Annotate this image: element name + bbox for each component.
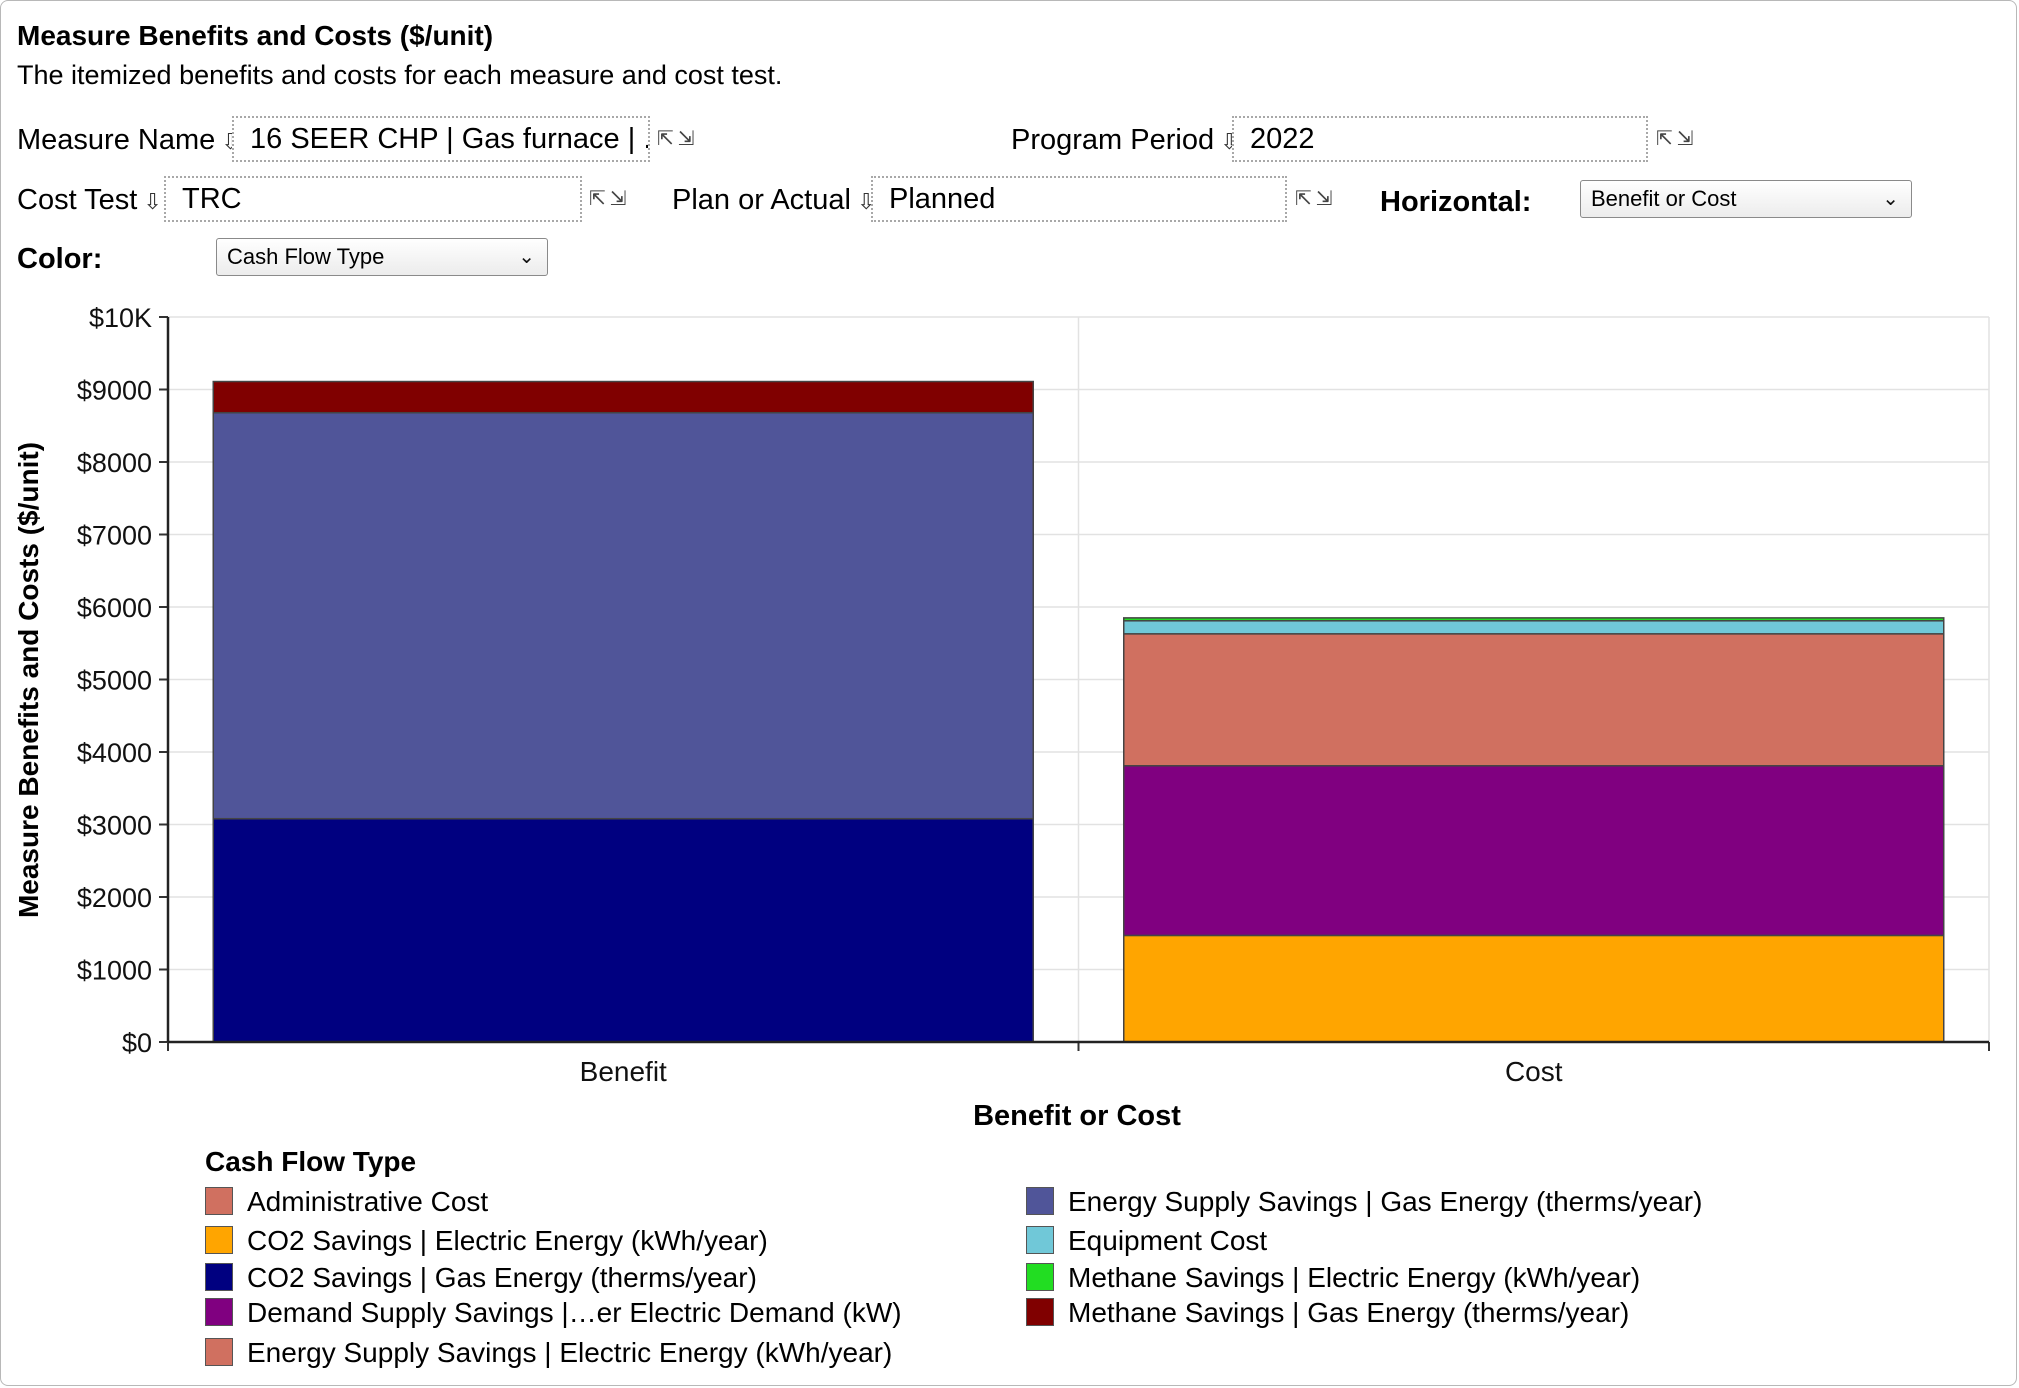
y-tick-label: $9000 (77, 376, 152, 406)
legend-item[interactable]: Equipment Cost (1026, 1226, 1267, 1258)
legend-swatch (1026, 1187, 1054, 1215)
legend-swatch (1026, 1298, 1054, 1326)
chevron-down-icon: ⌄ (518, 246, 535, 268)
legend-swatch (205, 1338, 233, 1366)
x-tick-labels: Benefit Cost (580, 1056, 1563, 1087)
x-axis-label: Benefit or Cost (973, 1100, 1181, 1132)
color-select-value: Cash Flow Type (227, 244, 385, 269)
cost-test-label-text: Cost Test (17, 184, 138, 216)
y-tick-label: $8000 (77, 448, 152, 478)
bar-segment (212, 817, 1034, 1043)
color-label: Color: (17, 243, 103, 275)
bar-segment (1123, 765, 1945, 937)
horizontal-label: Horizontal: (1380, 186, 1532, 218)
plan-or-actual-label-text: Plan or Actual (672, 184, 851, 216)
y-axis-label: Measure Benefits and Costs ($/unit) (13, 442, 44, 918)
y-tick-label: $10K (89, 303, 152, 333)
legend-label: Equipment Cost (1068, 1225, 1268, 1256)
sort-down-arrow-icon[interactable]: ⇩ (856, 189, 876, 214)
y-tick-label: $5000 (77, 666, 152, 696)
legend-swatch (205, 1226, 233, 1254)
legend-swatch (1026, 1263, 1054, 1291)
bar-segment (212, 411, 1034, 820)
legend-label: Methane Savings | Gas Energy (therms/yea… (1068, 1297, 1630, 1328)
bar-segment (1123, 617, 1945, 622)
legend-label: CO2 Savings | Electric Energy (kWh/year) (247, 1225, 768, 1256)
measure-name-field[interactable]: 16 SEER CHP | Gas furnace | ... (232, 116, 650, 162)
bar-segment (1123, 934, 1945, 1043)
legend-label: Demand Supply Savings |…er Electric Dema… (247, 1297, 902, 1328)
measure-name-label-text: Measure Name (17, 124, 216, 156)
legend-item[interactable]: Methane Savings | Electric Energy (kWh/y… (1026, 1263, 1640, 1295)
legend-swatch (205, 1263, 233, 1291)
page-subtitle: The itemized benefits and costs for each… (17, 60, 783, 90)
y-tick-label: $7000 (77, 521, 152, 551)
plan-or-actual-pivot-icons[interactable]: ⇱⇲ (1295, 188, 1337, 210)
y-tick-label: $4000 (77, 738, 152, 768)
stacked-bar-chart: $0 $1000 $2000 $3000 $4000 $5000 $6000 $7000 $80… (13, 303, 1990, 1132)
program-period-field[interactable]: 2022 (1232, 116, 1648, 162)
horizontal-select[interactable]: Benefit or Cost ⌄ (1580, 180, 1912, 218)
legend-label: Administrative Cost (247, 1186, 489, 1217)
legend-item[interactable]: CO2 Savings | Gas Energy (therms/year) (205, 1263, 757, 1295)
plan-or-actual-field[interactable]: Planned (871, 176, 1287, 222)
legend-item[interactable]: Methane Savings | Gas Energy (therms/yea… (1026, 1298, 1629, 1330)
legend-item[interactable]: Energy Supply Savings | Gas Energy (ther… (1026, 1187, 1702, 1219)
program-period-pivot-icons[interactable]: ⇱⇲ (1656, 128, 1698, 150)
chevron-down-icon: ⌄ (1882, 188, 1899, 210)
cost-test-label[interactable]: Cost Test ⇩ (17, 184, 162, 217)
measure-name-pivot-icons[interactable]: ⇱⇲ (657, 128, 699, 150)
legend-item[interactable]: Energy Supply Savings | Electric Energy … (205, 1338, 892, 1370)
legend-swatch (1026, 1226, 1054, 1254)
cost-test-pivot-icons[interactable]: ⇱⇲ (589, 188, 631, 210)
legend-item[interactable]: Administrative Cost (205, 1187, 488, 1219)
bar-segment (1123, 620, 1945, 635)
color-select[interactable]: Cash Flow Type ⌄ (216, 238, 548, 276)
legend-item[interactable]: CO2 Savings | Electric Energy (kWh/year) (205, 1226, 768, 1258)
legend-title: Cash Flow Type (205, 1146, 417, 1177)
y-tick-label: $0 (122, 1028, 152, 1058)
y-tick-label: $1000 (77, 956, 152, 986)
legend-label: Methane Savings | Electric Energy (kWh/y… (1068, 1262, 1641, 1293)
y-tick-label: $3000 (77, 811, 152, 841)
x-tick-label: Benefit (580, 1056, 667, 1087)
page-title: Measure Benefits and Costs ($/unit) (17, 20, 494, 51)
y-tick-label: $6000 (77, 593, 152, 623)
legend-item[interactable]: Demand Supply Savings |…er Electric Dema… (205, 1298, 902, 1330)
bars (212, 380, 1945, 1043)
legend-swatch (205, 1298, 233, 1326)
axes (159, 316, 1990, 1051)
bar-segment (1123, 633, 1945, 767)
y-tick-label: $2000 (77, 883, 152, 913)
legend-label: CO2 Savings | Gas Energy (therms/year) (247, 1262, 757, 1293)
y-tick-labels: $0 $1000 $2000 $3000 $4000 $5000 $6000 $7000 $80… (77, 303, 152, 1058)
plan-or-actual-label[interactable]: Plan or Actual ⇩ (672, 184, 875, 217)
program-period-label-text: Program Period (1011, 124, 1215, 156)
horizontal-select-value: Benefit or Cost (1591, 186, 1737, 211)
x-tick-label: Cost (1505, 1056, 1563, 1087)
cost-test-field[interactable]: TRC (164, 176, 582, 222)
legend-swatch (205, 1187, 233, 1215)
bar-segment (212, 380, 1034, 414)
legend-label: Energy Supply Savings | Gas Energy (ther… (1068, 1186, 1703, 1217)
sort-down-arrow-icon[interactable]: ⇩ (143, 189, 162, 214)
legend-label: Energy Supply Savings | Electric Energy … (247, 1337, 893, 1368)
